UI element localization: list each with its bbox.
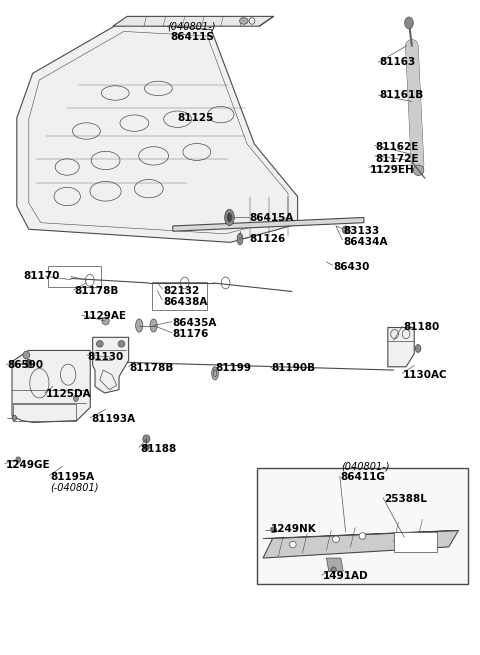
Text: 86411S: 86411S — [170, 32, 214, 43]
Text: 86435A: 86435A — [173, 318, 217, 328]
Text: 81178B: 81178B — [130, 363, 174, 373]
Text: 86430: 86430 — [334, 261, 370, 272]
Text: 81163: 81163 — [379, 57, 416, 67]
Text: 1125DA: 1125DA — [46, 389, 91, 400]
Ellipse shape — [333, 536, 339, 542]
Ellipse shape — [413, 165, 424, 176]
Text: 86434A: 86434A — [343, 236, 388, 247]
Text: 81199: 81199 — [215, 363, 251, 373]
Ellipse shape — [25, 359, 32, 367]
Polygon shape — [326, 558, 343, 571]
Bar — [13, 404, 76, 421]
Text: 81162E: 81162E — [375, 142, 419, 153]
Bar — [394, 532, 437, 552]
Text: 86415A: 86415A — [250, 213, 294, 223]
Text: 1491AD: 1491AD — [323, 571, 368, 582]
Ellipse shape — [12, 415, 17, 421]
Ellipse shape — [150, 319, 157, 332]
Polygon shape — [93, 337, 129, 393]
Text: 1130AC: 1130AC — [403, 369, 448, 380]
Text: 1249GE: 1249GE — [6, 460, 50, 470]
Ellipse shape — [359, 533, 366, 539]
Text: 81188: 81188 — [140, 443, 177, 454]
Text: 81125: 81125 — [178, 113, 214, 123]
Bar — [257, 468, 468, 584]
Text: 1129AE: 1129AE — [83, 311, 127, 322]
Ellipse shape — [271, 527, 276, 533]
Text: 83133: 83133 — [343, 225, 380, 236]
Text: 81170: 81170 — [23, 271, 60, 282]
Ellipse shape — [16, 457, 21, 462]
Text: 81178B: 81178B — [74, 286, 119, 297]
Ellipse shape — [96, 341, 103, 347]
Text: 82132: 82132 — [163, 286, 200, 296]
Text: 81176: 81176 — [173, 329, 209, 339]
Polygon shape — [173, 217, 364, 231]
Text: 81126: 81126 — [250, 234, 286, 244]
Text: (040801-): (040801-) — [341, 461, 389, 472]
Polygon shape — [113, 16, 274, 26]
Text: 81193A: 81193A — [91, 414, 135, 424]
Ellipse shape — [415, 345, 421, 352]
Ellipse shape — [237, 233, 243, 245]
Ellipse shape — [289, 541, 296, 548]
Text: 81130: 81130 — [88, 352, 124, 362]
Bar — [48, 266, 101, 287]
Ellipse shape — [227, 213, 232, 221]
Text: 81190B: 81190B — [271, 363, 315, 373]
Text: 81161B: 81161B — [379, 90, 423, 100]
Text: 1249NK: 1249NK — [271, 524, 317, 534]
Bar — [152, 282, 207, 310]
Text: 1129EH: 1129EH — [370, 164, 414, 175]
Ellipse shape — [135, 319, 143, 332]
Polygon shape — [263, 531, 458, 558]
Ellipse shape — [143, 435, 150, 443]
Text: 86438A: 86438A — [163, 297, 207, 307]
Ellipse shape — [73, 395, 78, 402]
Polygon shape — [17, 23, 298, 242]
Ellipse shape — [331, 567, 336, 572]
Ellipse shape — [405, 17, 413, 29]
Text: 86590: 86590 — [7, 360, 43, 371]
Ellipse shape — [342, 226, 349, 234]
Text: 81172E: 81172E — [375, 153, 419, 164]
Ellipse shape — [102, 317, 109, 325]
Ellipse shape — [240, 18, 248, 24]
Text: 25388L: 25388L — [384, 494, 427, 504]
Polygon shape — [388, 328, 414, 367]
Text: (040801-): (040801-) — [168, 21, 216, 31]
Ellipse shape — [118, 341, 125, 347]
Text: 81195A: 81195A — [50, 472, 95, 482]
Text: 86411G: 86411G — [341, 472, 385, 483]
Text: 81180: 81180 — [403, 322, 440, 333]
Polygon shape — [12, 350, 90, 422]
Ellipse shape — [225, 210, 234, 225]
Ellipse shape — [144, 445, 149, 450]
Polygon shape — [263, 531, 458, 538]
Ellipse shape — [212, 367, 218, 380]
Text: (-040801): (-040801) — [50, 483, 99, 493]
Ellipse shape — [23, 351, 30, 359]
